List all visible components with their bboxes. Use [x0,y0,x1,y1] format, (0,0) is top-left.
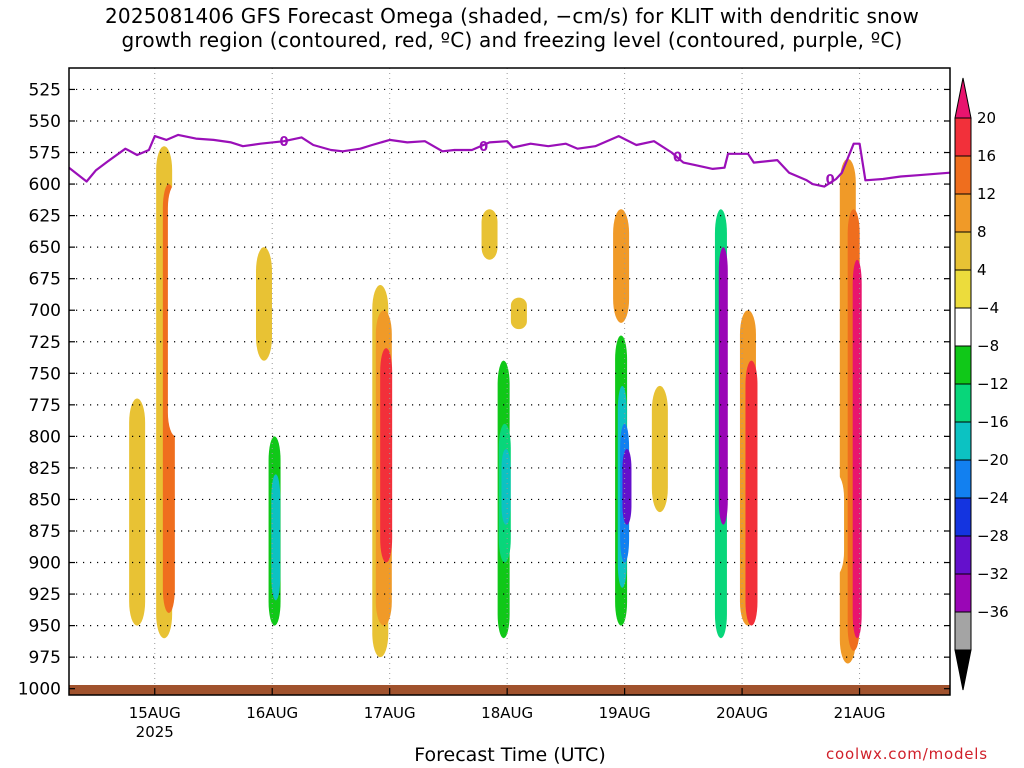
y-tick-label: 975 [29,648,61,668]
omega-cell [852,259,862,639]
omega-cell [510,297,527,330]
terrain-band-fill [69,685,950,695]
omega-cell [380,348,393,563]
omega-cell [651,385,668,513]
colorbar-label: 20 [977,109,996,127]
freezing-level-label: 0 [826,173,835,188]
y-tick-label: 725 [29,333,61,353]
y-tick-label: 775 [29,396,61,416]
x-tick-label: 15AUG [129,704,181,722]
colorbar-label: −32 [977,565,1009,583]
omega-cell [828,474,845,576]
colorbar-segment [954,611,972,651]
y-tick-label: 875 [29,522,61,542]
omega-cell [613,209,630,323]
omega-cell [271,474,281,601]
y-tick-label: 575 [29,144,61,164]
colorbar-segment [954,345,972,385]
y-tick-label: 825 [29,459,61,479]
y-tick-label: 900 [29,554,61,574]
chart-title-line1: 2025081406 GFS Forecast Omega (shaded, −… [104,4,920,28]
colorbar-label: 16 [977,147,996,165]
omega-shading [105,133,889,664]
y-tick-label: 625 [29,207,61,227]
omega-cell [317,385,334,513]
freezing-level-line [69,133,950,188]
colorbar: 20 16 12 8 4 −4 −8 −12 −16 −20 −24 −28 −32 −36 [954,77,1009,691]
colorbar-segment [954,193,972,233]
omega-cell [393,234,410,550]
y-tick-label: 950 [29,617,61,637]
colorbar-segment [954,497,972,537]
colorbar-label: −20 [977,451,1009,469]
x-axis-title: Forecast Time (UTC) [414,744,606,766]
colorbar-segment [954,459,972,499]
omega-cell [167,184,184,437]
omega-cell [481,209,498,260]
y-tick-label: 550 [29,112,61,132]
x-tick-label: 16AUG [246,704,298,722]
colorbar-segment [954,573,972,613]
freezing-level-label: 0 [279,135,288,150]
colorbar-segment [954,383,972,423]
colorbar-segment [954,155,972,195]
y-tick-label: 850 [29,490,61,510]
colorbar-label: −8 [977,337,999,355]
colorbar-label: −16 [977,413,1009,431]
freezing-level-label: 0 [673,150,682,165]
colorbar-segment [954,307,972,347]
colorbar-top-arrow [954,77,972,119]
chart-title-line2: growth region (contoured, red, ºC) and f… [121,28,903,52]
y-tick-label: 600 [29,175,61,195]
x-tick-label: 21AUG [834,704,886,722]
colorbar-label: −28 [977,527,1009,545]
colorbar-segment [954,535,972,575]
x-tick-label: 18AUG [481,704,533,722]
y-tick-label: 525 [29,80,61,100]
x-tick-label: 19AUG [599,704,651,722]
terrain-band [69,685,950,695]
colorbar-label: −12 [977,375,1009,393]
plot-frame [68,67,951,696]
y-tick-label: 650 [29,238,61,258]
chart-title: 2025081406 GFS Forecast Omega (shaded, −… [0,4,1024,52]
colorbar-bottom-arrow [954,649,972,691]
freezing-level-label: 0 [479,140,488,155]
omega-cell [105,499,122,576]
omega-cell [745,133,762,248]
omega-cell [622,448,632,525]
y-tick-label: 925 [29,585,61,605]
x-tick-label: 17AUG [364,704,416,722]
colorbar-segment [954,269,972,309]
y-axis: 525 550 575 600 625 650 675 700 725 750 775 800 825 8… [18,80,950,700]
x-tick-sublabel: 2025 [136,723,174,741]
omega-cell [501,448,511,525]
colorbar-segment [954,231,972,271]
colorbar-label: 12 [977,185,996,203]
credit-label: coolwx.com/models [826,745,988,763]
colorbar-label: −36 [977,603,1009,621]
omega-cell [745,360,758,626]
colorbar-label: −24 [977,489,1009,507]
omega-cell [255,247,272,361]
y-tick-label: 750 [29,364,61,384]
colorbar-label: 8 [977,223,987,241]
plot-border [68,67,951,696]
freezing-level-contour: 0 0 0 0 [69,133,950,188]
x-tick-label: 20AUG [716,704,768,722]
omega-cell [781,373,798,563]
colorbar-label: 4 [977,261,987,279]
colorbar-label: −4 [977,299,999,317]
y-tick-label: 675 [29,270,61,290]
y-tick-label: 800 [29,427,61,447]
colorbar-segment [954,421,972,461]
y-tick-label: 1000 [18,680,61,700]
y-tick-label: 700 [29,301,61,321]
omega-cell [872,209,889,601]
omega-cell [718,247,728,525]
omega-cell [129,398,146,626]
colorbar-segment [954,117,972,157]
